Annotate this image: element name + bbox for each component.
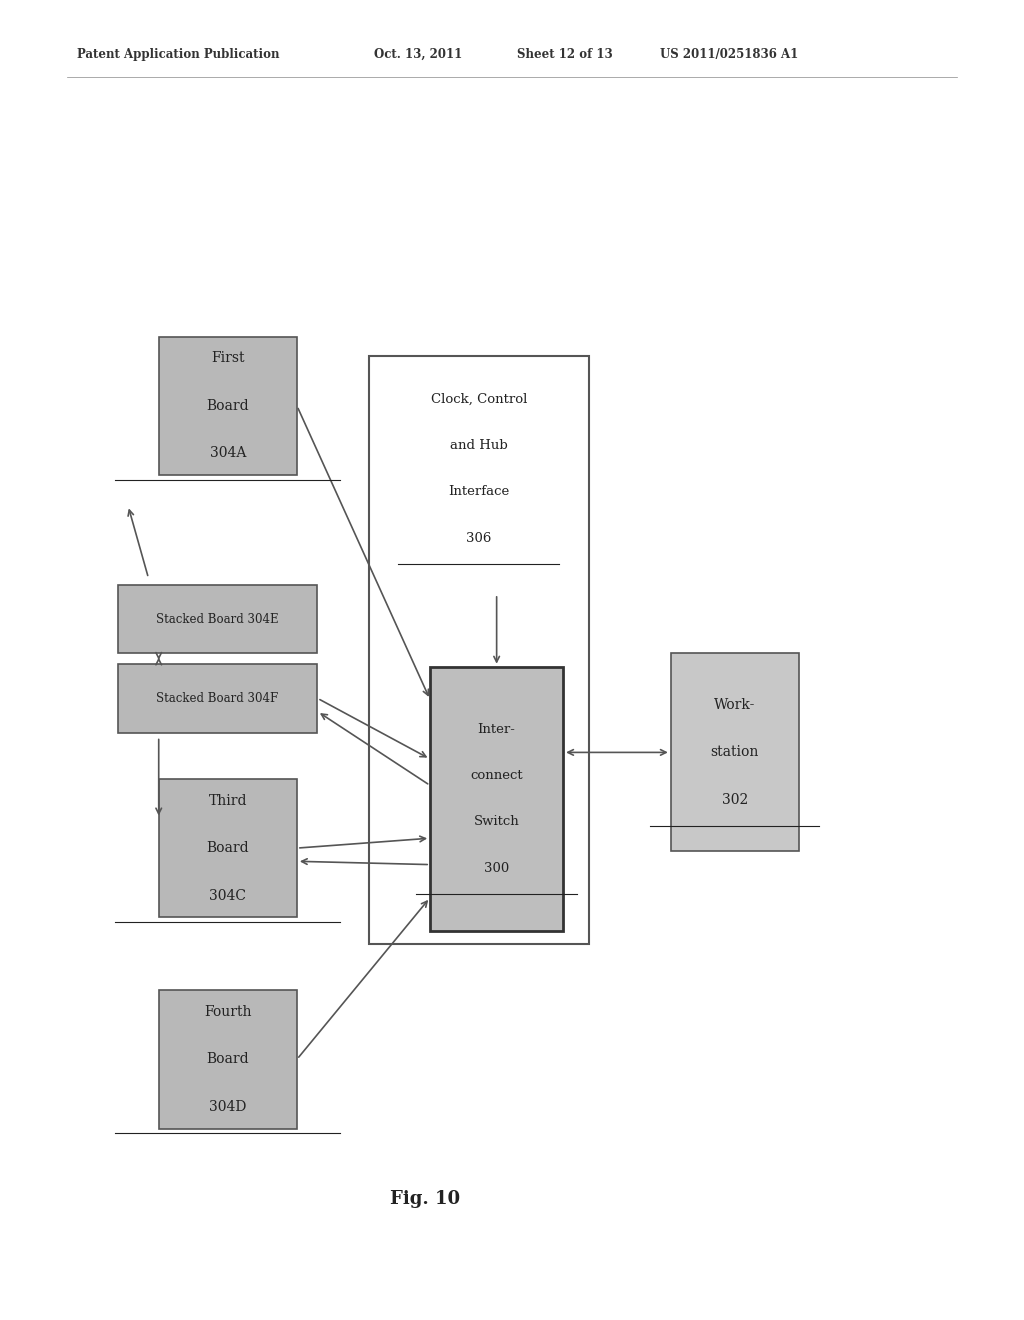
Text: Stacked Board 304E: Stacked Board 304E bbox=[157, 612, 279, 626]
Text: Fig. 10: Fig. 10 bbox=[390, 1189, 460, 1208]
Text: Clock, Control: Clock, Control bbox=[430, 392, 527, 405]
Text: First: First bbox=[211, 351, 245, 366]
Text: 300: 300 bbox=[484, 862, 509, 875]
Text: 306: 306 bbox=[466, 532, 492, 545]
Bar bbox=[118, 664, 317, 733]
Text: Patent Application Publication: Patent Application Publication bbox=[77, 48, 280, 61]
Text: Inter-: Inter- bbox=[478, 722, 515, 735]
Bar bbox=[159, 337, 297, 475]
Text: 304D: 304D bbox=[209, 1100, 247, 1114]
Text: station: station bbox=[711, 746, 759, 759]
Bar bbox=[159, 990, 297, 1129]
Bar bbox=[159, 779, 297, 917]
Text: Switch: Switch bbox=[474, 816, 519, 828]
Text: Interface: Interface bbox=[449, 486, 509, 498]
Text: US 2011/0251836 A1: US 2011/0251836 A1 bbox=[660, 48, 799, 61]
Bar bbox=[369, 356, 589, 944]
Text: Board: Board bbox=[207, 399, 249, 413]
Text: Oct. 13, 2011: Oct. 13, 2011 bbox=[374, 48, 462, 61]
Text: connect: connect bbox=[470, 770, 523, 781]
Text: Work-: Work- bbox=[714, 698, 756, 711]
Text: Fourth: Fourth bbox=[204, 1005, 252, 1019]
Text: Board: Board bbox=[207, 1052, 249, 1067]
Text: Sheet 12 of 13: Sheet 12 of 13 bbox=[517, 48, 613, 61]
Text: Stacked Board 304F: Stacked Board 304F bbox=[157, 692, 279, 705]
Text: 302: 302 bbox=[722, 793, 748, 807]
Text: Board: Board bbox=[207, 841, 249, 855]
Bar bbox=[671, 653, 799, 851]
Bar bbox=[430, 667, 563, 931]
Bar bbox=[118, 585, 317, 653]
Text: 304A: 304A bbox=[210, 446, 246, 461]
Text: 304C: 304C bbox=[209, 888, 247, 903]
Text: and Hub: and Hub bbox=[450, 440, 508, 451]
Text: Third: Third bbox=[209, 793, 247, 808]
